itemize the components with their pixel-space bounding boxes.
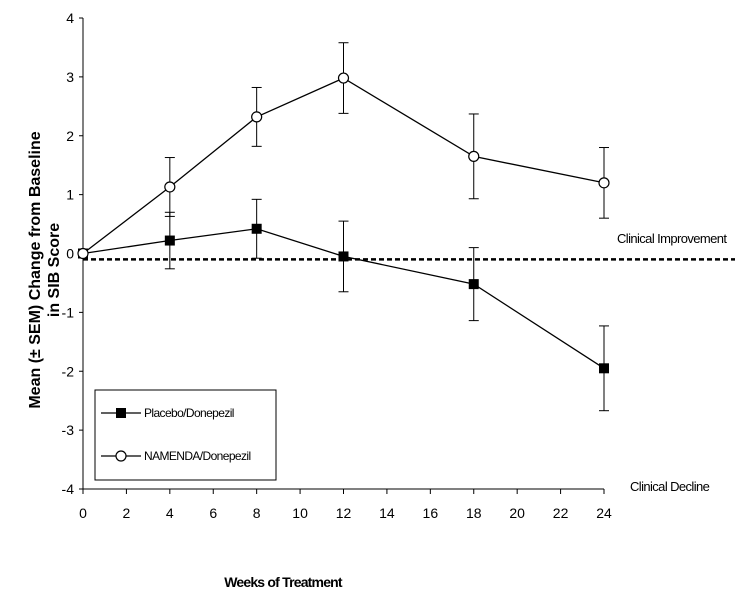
legend-label-placebo: Placebo/Donepezil (144, 406, 234, 420)
x-tick-label: 24 (596, 505, 612, 521)
x-tick-label: 12 (336, 505, 352, 521)
y-axis-title-line1: Mean (± SEM) Change from Baseline (27, 131, 44, 408)
x-tick-label: 8 (253, 505, 261, 521)
series-placebo-donepezil (78, 198, 609, 412)
y-tick-label: 2 (66, 128, 74, 144)
series-line (82, 77, 605, 255)
legend-marker-filled-square (116, 408, 126, 418)
y-tick-label: 1 (66, 187, 74, 203)
x-tick-label: 14 (379, 505, 395, 521)
x-tick-label: 18 (466, 505, 482, 521)
labels: Weeks of Treatment Mean (± SEM) Change f… (27, 131, 728, 590)
legend-box (94, 389, 277, 481)
legend-label-namenda: NAMENDA/Donepezil (144, 449, 251, 463)
data-point (468, 150, 480, 162)
data-point (251, 223, 262, 234)
x-tick-label: 4 (166, 505, 174, 521)
x-tick-label: 20 (509, 505, 525, 521)
data-point (598, 177, 610, 189)
series-line (82, 228, 605, 369)
x-tick-label: 22 (553, 505, 569, 521)
y-tick-label: 3 (66, 69, 74, 85)
data-point (164, 235, 175, 246)
y-tick-label: -1 (62, 304, 75, 320)
x-tick-label: 6 (209, 505, 217, 521)
data-point (468, 279, 479, 290)
y-tick-label: 4 (66, 10, 74, 26)
x-axis-title: Weeks of Treatment (224, 574, 343, 590)
legend: Placebo/Donepezil NAMENDA/Donepezil (94, 389, 277, 481)
series-group (77, 42, 610, 412)
x-tick-label: 16 (423, 505, 439, 521)
data-point (338, 251, 349, 262)
series-namenda-donepezil (77, 42, 610, 260)
x-tick-label: 10 (292, 505, 308, 521)
data-point (599, 363, 609, 374)
x-tick-label: 2 (123, 505, 131, 521)
legend-marker-open-circle (115, 450, 127, 462)
data-point (337, 72, 350, 84)
y-tick-label: -2 (62, 363, 75, 379)
y-tick-label: -3 (62, 422, 75, 438)
x-tick-label: 0 (79, 505, 87, 521)
data-point (164, 181, 176, 193)
y-tick-label: 0 (66, 246, 74, 262)
y-tick-label: -4 (62, 481, 75, 497)
data-point (251, 111, 263, 123)
annotation-clinical-improvement: Clinical Improvement (617, 231, 727, 246)
annotation-clinical-decline: Clinical Decline (630, 479, 710, 494)
data-point (77, 247, 89, 260)
y-axis-title-line2: in SIB Score (46, 223, 63, 317)
